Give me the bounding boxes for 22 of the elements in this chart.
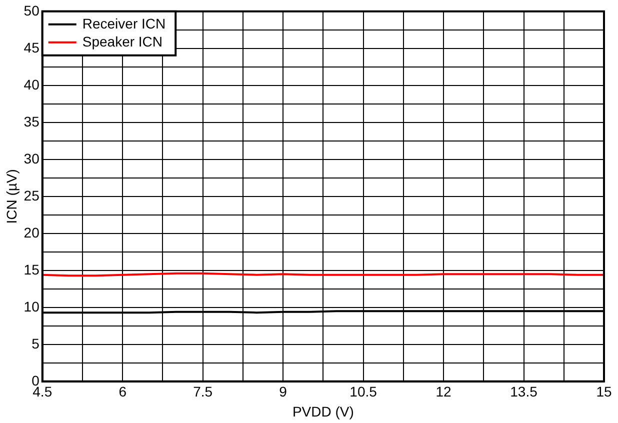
y-tick-label: 5 [32,335,40,352]
x-tick-label: 9 [279,384,288,400]
x-axis-title: PVDD (V) [292,403,354,420]
x-tick-label: 10.5 [350,384,378,400]
x-tick-label: 15 [596,384,612,400]
legend-label: Speaker ICN [82,33,163,50]
y-tick-label: 20 [24,224,40,240]
y-tick-label: 15 [24,261,40,278]
x-tick-label: 12 [436,384,452,400]
y-tick-label: 0 [32,372,40,388]
y-tick-label: 10 [24,298,40,314]
x-tick-label: 13.5 [510,384,538,400]
y-tick-label: 50 [24,2,40,18]
y-tick-label: 40 [24,76,40,92]
legend-label: Receiver ICN [82,15,166,32]
y-axis-title: ICN (µV) [3,169,20,224]
x-tick-label: 7.5 [193,384,213,400]
y-tick-label: 45 [24,39,40,56]
y-tick-label: 25 [24,187,40,204]
y-tick-label: 30 [24,150,40,166]
y-tick-label: 35 [24,113,40,130]
x-tick-label: 6 [118,384,127,400]
